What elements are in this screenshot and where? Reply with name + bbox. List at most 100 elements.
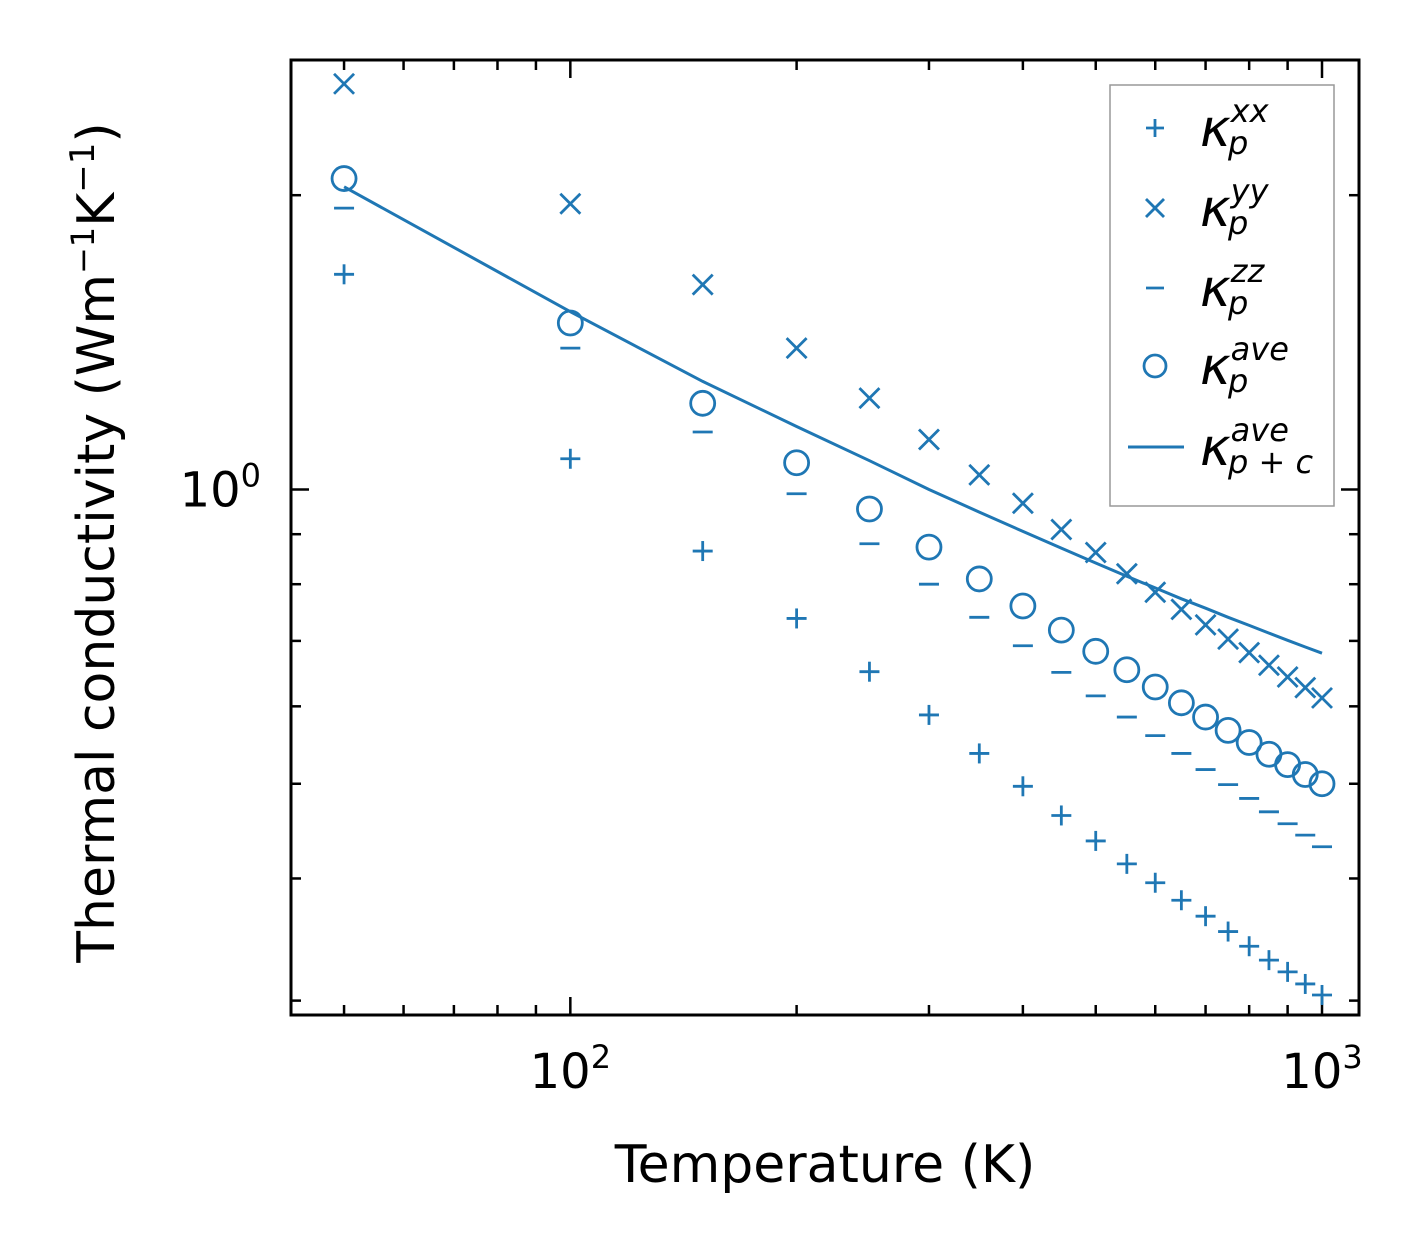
legend-box xyxy=(1109,84,1335,507)
circle-marker xyxy=(689,389,717,417)
x-marker xyxy=(1311,686,1333,709)
x-marker xyxy=(1276,665,1299,688)
x-marker-b xyxy=(858,387,881,410)
x-marker-b xyxy=(1194,613,1217,636)
plus-marker xyxy=(560,448,581,469)
x-marker-b xyxy=(559,192,582,215)
plus-marker xyxy=(859,661,880,682)
plus-marker xyxy=(918,704,939,725)
plus-marker xyxy=(1295,973,1316,994)
plus-marker xyxy=(1116,853,1137,874)
x-marker-b xyxy=(785,337,808,360)
x-marker-b xyxy=(1144,581,1167,604)
circle-marker xyxy=(1142,353,1168,379)
x-marker-b xyxy=(1217,628,1240,651)
x-marker-b xyxy=(1115,562,1138,585)
series-kappa_p_yy xyxy=(333,72,1333,709)
x-marker-b xyxy=(1238,641,1261,664)
circle-marker xyxy=(965,565,993,593)
x-tick-label: 102 xyxy=(530,1038,611,1100)
series-kappa_p_xx xyxy=(334,264,1333,1005)
circle-marker xyxy=(1113,656,1141,684)
x-marker-b xyxy=(917,428,940,451)
series-line xyxy=(343,185,1323,655)
legend-label: κzz p xyxy=(1200,252,1265,322)
x-marker xyxy=(1294,676,1317,699)
y-axis-label: Thermal conductivity (Wm−1K−1) xyxy=(63,122,127,963)
x-marker-b xyxy=(1257,654,1280,677)
x-marker xyxy=(785,337,808,360)
plus-marker xyxy=(334,264,355,285)
y-axis-label-text-2: K xyxy=(67,191,127,227)
x-marker-b xyxy=(1050,518,1073,541)
y-axis-label-exp-2: −1 xyxy=(63,143,103,193)
circle-marker xyxy=(1167,689,1195,717)
plus-marker xyxy=(692,541,713,562)
x-tick-label: 103 xyxy=(1281,1038,1362,1100)
circle-marker xyxy=(330,165,358,192)
x-marker xyxy=(559,192,582,215)
legend-label: κxx p xyxy=(1200,92,1270,162)
x-marker xyxy=(1050,518,1073,541)
y-axis-label-exp-1: −1 xyxy=(64,227,102,274)
y-tick-label: 100 xyxy=(180,456,261,518)
series-kappa_p_ave xyxy=(330,165,1336,798)
plus-marker xyxy=(1277,961,1298,982)
plus-marker xyxy=(1085,830,1106,851)
circle-marker xyxy=(1009,592,1037,620)
x-marker-b xyxy=(333,72,356,95)
x-marker-b xyxy=(691,273,714,296)
plus-marker xyxy=(1012,776,1033,797)
plus-marker xyxy=(1218,921,1239,942)
x-marker xyxy=(858,387,881,410)
x-marker xyxy=(917,428,940,451)
x-marker xyxy=(1194,613,1217,636)
plus-marker xyxy=(1145,872,1166,893)
legend-label: κave p xyxy=(1200,330,1289,400)
circle-marker xyxy=(915,533,943,561)
circle-marker xyxy=(1047,616,1075,644)
circle-marker xyxy=(1308,770,1336,798)
plot-area xyxy=(330,72,1336,1005)
x-marker-b xyxy=(1311,686,1333,709)
circle-marker xyxy=(1192,703,1219,731)
x-marker-b xyxy=(1011,492,1034,515)
x-marker xyxy=(1217,628,1240,651)
circle-marker xyxy=(1141,673,1169,701)
circle-marker xyxy=(1214,716,1242,744)
x-marker-b xyxy=(1145,198,1165,218)
series-kappa_p_plus_c_ave xyxy=(343,185,1323,655)
circle-marker xyxy=(783,449,811,477)
x-marker xyxy=(1011,492,1034,515)
circle-marker xyxy=(1082,637,1110,665)
x-marker xyxy=(1238,641,1261,664)
plus-marker xyxy=(1051,805,1072,826)
x-marker xyxy=(691,273,714,296)
y-axis-label-text-3: ) xyxy=(67,122,127,142)
plus-marker xyxy=(1239,936,1260,957)
plus-marker xyxy=(1312,984,1333,1005)
plus-marker xyxy=(1146,119,1164,137)
tick-labels: 102 103 100 xyxy=(180,456,1363,1100)
x-marker-b xyxy=(1294,676,1317,699)
x-marker-b xyxy=(968,463,991,486)
x-marker xyxy=(968,463,991,486)
axis-ticks xyxy=(291,60,1359,1015)
legend-label: κave p + c xyxy=(1200,411,1313,481)
circle-marker xyxy=(856,495,883,523)
y-axis-label-text-1: Thermal conductivity (Wm xyxy=(67,274,127,964)
x-marker-b xyxy=(1276,665,1299,688)
x-marker xyxy=(1257,654,1280,677)
legend-label: κyy p xyxy=(1200,172,1270,242)
plus-marker xyxy=(1171,890,1192,911)
plus-marker xyxy=(786,608,807,629)
plot-frame xyxy=(289,58,1361,1017)
plus-marker xyxy=(1195,906,1216,927)
legend: κxx p κyy p κzz p κave p κave p + c xyxy=(1109,84,1335,507)
plus-marker xyxy=(969,743,990,764)
circle-marker xyxy=(1291,761,1319,788)
circle-marker xyxy=(1235,729,1263,756)
x-marker xyxy=(1145,198,1165,218)
x-axis-label: Temperature (K) xyxy=(614,1135,1036,1195)
